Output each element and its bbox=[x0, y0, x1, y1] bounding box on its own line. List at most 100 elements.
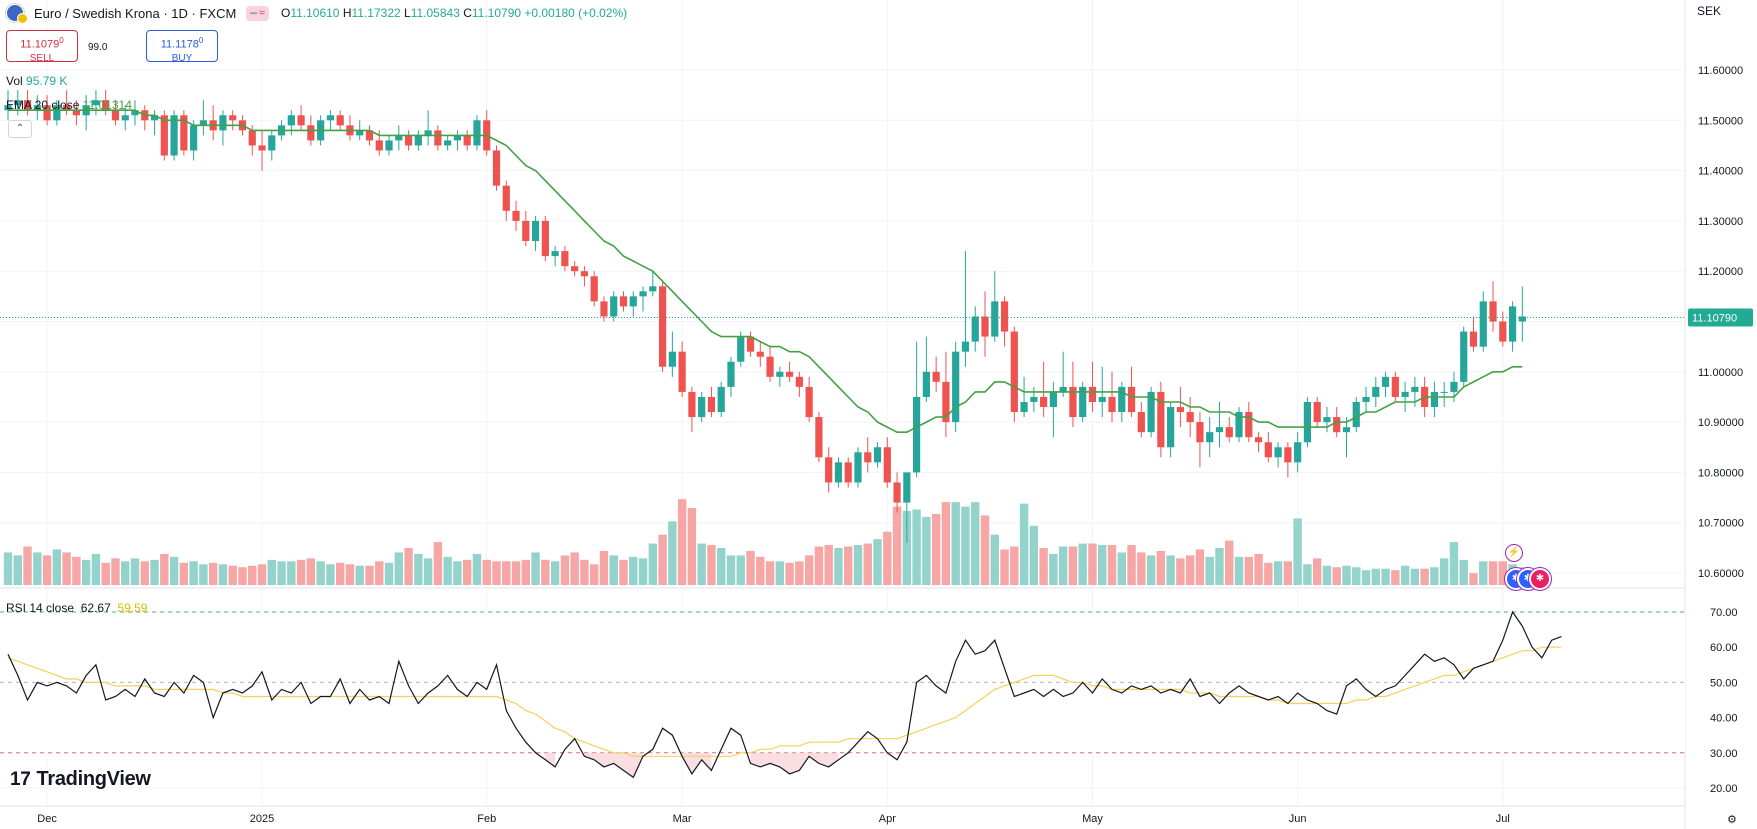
candle[interactable] bbox=[453, 135, 462, 141]
currency-label[interactable]: SEK bbox=[1697, 4, 1722, 18]
candle[interactable] bbox=[170, 115, 178, 156]
candle[interactable] bbox=[463, 135, 471, 146]
candle[interactable] bbox=[727, 361, 735, 387]
candle[interactable] bbox=[190, 125, 198, 151]
candle[interactable] bbox=[1088, 386, 1097, 402]
candle[interactable] bbox=[629, 296, 637, 307]
candle[interactable] bbox=[444, 140, 452, 146]
candle[interactable] bbox=[356, 130, 364, 136]
candle[interactable] bbox=[922, 371, 930, 397]
candle[interactable] bbox=[551, 251, 559, 257]
candle[interactable] bbox=[375, 140, 383, 151]
last-price-tag[interactable] bbox=[1688, 308, 1753, 327]
candle[interactable] bbox=[404, 135, 413, 146]
candle[interactable] bbox=[1508, 306, 1517, 342]
candle[interactable] bbox=[1059, 386, 1067, 392]
candle[interactable] bbox=[531, 220, 540, 242]
candle[interactable] bbox=[307, 125, 315, 141]
candle[interactable] bbox=[746, 336, 755, 352]
candle[interactable] bbox=[805, 386, 813, 418]
candle[interactable] bbox=[932, 371, 940, 382]
candle[interactable] bbox=[756, 351, 764, 357]
candle[interactable] bbox=[1127, 386, 1136, 413]
candle[interactable] bbox=[1284, 447, 1292, 463]
candle[interactable] bbox=[561, 251, 569, 267]
candle[interactable] bbox=[92, 100, 100, 106]
candle[interactable] bbox=[512, 210, 520, 221]
candle[interactable] bbox=[893, 482, 901, 503]
volume-legend[interactable]: Vol 95.79 K bbox=[6, 74, 68, 88]
candle[interactable] bbox=[1479, 301, 1487, 347]
candle[interactable] bbox=[229, 115, 237, 121]
candle[interactable] bbox=[72, 110, 80, 116]
candle[interactable] bbox=[903, 472, 911, 503]
candle[interactable] bbox=[473, 120, 481, 146]
candle[interactable] bbox=[678, 351, 686, 392]
candle[interactable] bbox=[4, 105, 12, 111]
candle[interactable] bbox=[1176, 407, 1184, 413]
candle[interactable] bbox=[258, 145, 266, 151]
candle[interactable] bbox=[600, 301, 608, 317]
candle[interactable] bbox=[541, 220, 549, 257]
candle[interactable] bbox=[1450, 381, 1458, 392]
collapse-legend-icon[interactable]: ⌃ bbox=[8, 120, 32, 138]
tradingview-logo[interactable]: 17 TradingView bbox=[10, 768, 151, 790]
candle[interactable] bbox=[942, 381, 950, 423]
candle[interactable] bbox=[776, 371, 784, 377]
candle[interactable] bbox=[639, 291, 647, 297]
price-axis[interactable]: 11.60000 11.50000 11.40000 11.30000 11.20000… bbox=[1688, 65, 1753, 795]
candle[interactable] bbox=[492, 150, 501, 186]
candle[interactable] bbox=[1069, 386, 1077, 418]
candle[interactable] bbox=[913, 396, 921, 473]
candle[interactable] bbox=[160, 115, 168, 156]
candle[interactable] bbox=[395, 135, 403, 141]
candle[interactable] bbox=[707, 396, 716, 413]
candle[interactable] bbox=[844, 462, 852, 483]
candle[interactable] bbox=[952, 351, 960, 423]
candle[interactable] bbox=[571, 266, 579, 272]
candle[interactable] bbox=[102, 100, 110, 111]
candle[interactable] bbox=[1303, 401, 1312, 443]
buy-button[interactable]: 11.11780 BUY bbox=[146, 30, 218, 64]
candle[interactable] bbox=[268, 135, 276, 151]
candlesticks[interactable] bbox=[4, 90, 1526, 543]
candle[interactable] bbox=[1342, 427, 1351, 433]
candle[interactable] bbox=[1518, 316, 1526, 322]
candle[interactable] bbox=[981, 316, 989, 337]
candle[interactable] bbox=[502, 185, 510, 211]
candle[interactable] bbox=[1196, 422, 1204, 443]
candle[interactable] bbox=[834, 462, 843, 483]
candle[interactable] bbox=[580, 271, 589, 277]
candle[interactable] bbox=[336, 115, 344, 126]
candle[interactable] bbox=[619, 296, 628, 307]
candle[interactable] bbox=[1049, 391, 1057, 408]
candle[interactable] bbox=[131, 110, 139, 116]
time-axis[interactable]: Dec 2025 Feb Mar Apr May Jun Jul ⚙ bbox=[37, 813, 1737, 826]
symbol-title[interactable]: Euro / Swedish Krona · 1D · FXCM bbox=[34, 5, 237, 21]
candle[interactable] bbox=[766, 356, 774, 377]
candle[interactable] bbox=[180, 115, 188, 151]
candle[interactable] bbox=[795, 376, 803, 387]
candle[interactable] bbox=[991, 301, 999, 337]
candle[interactable] bbox=[825, 457, 833, 483]
candle[interactable] bbox=[23, 100, 32, 111]
candle[interactable] bbox=[111, 110, 120, 121]
candle[interactable] bbox=[14, 100, 22, 106]
candle[interactable] bbox=[1430, 391, 1439, 408]
candle[interactable] bbox=[1235, 412, 1243, 438]
candle[interactable] bbox=[150, 115, 159, 121]
candle[interactable] bbox=[1362, 396, 1370, 402]
candle[interactable] bbox=[1401, 391, 1409, 397]
candle[interactable] bbox=[1000, 301, 1009, 332]
candle[interactable] bbox=[737, 336, 745, 362]
candle[interactable] bbox=[1460, 331, 1468, 382]
candle[interactable] bbox=[1079, 386, 1087, 418]
candle[interactable] bbox=[424, 130, 432, 136]
candle[interactable] bbox=[971, 316, 979, 342]
candle[interactable] bbox=[248, 130, 256, 146]
candle[interactable] bbox=[864, 452, 872, 463]
legend-toggle-icon[interactable]: ━ ≈ bbox=[246, 5, 269, 21]
candle[interactable] bbox=[1440, 391, 1448, 393]
candle[interactable] bbox=[1381, 376, 1390, 387]
candle[interactable] bbox=[815, 417, 823, 458]
